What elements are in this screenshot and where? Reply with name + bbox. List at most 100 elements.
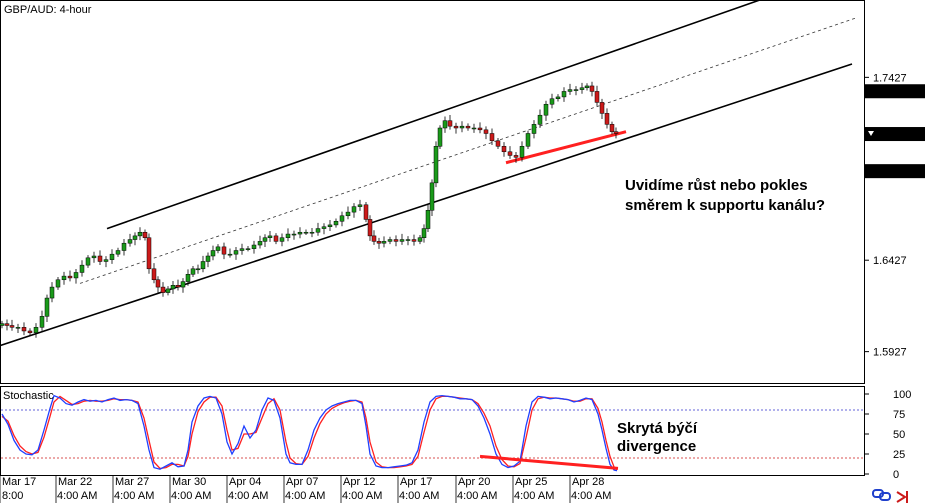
bull-candle <box>170 285 176 290</box>
chart-title: GBP/AUD: 4-hour <box>4 4 92 16</box>
price-tick-label: 1.7427 <box>873 72 907 84</box>
bull-candle <box>315 228 321 233</box>
bear-candle <box>146 237 152 270</box>
bull-candle <box>180 281 186 288</box>
bull-candle <box>584 85 590 89</box>
price-badge-label: 1.7117 <box>877 129 910 141</box>
bear-candle <box>501 146 507 153</box>
bear-candle <box>489 133 495 142</box>
bull-candle <box>433 146 439 184</box>
time-label: 4:00 AM <box>399 490 439 502</box>
date-label: Mar 17 <box>2 476 36 488</box>
date-label: Apr 12 <box>343 476 375 488</box>
time-label: 4:00 AM <box>342 490 382 502</box>
bull-candle <box>417 237 423 242</box>
stochastic-tick-label: 25 <box>893 449 905 461</box>
bull-candle <box>239 248 245 251</box>
bear-candle <box>393 239 399 242</box>
bull-candle <box>73 272 79 279</box>
stochastic-tick-label: 75 <box>893 409 905 421</box>
bull-candle <box>387 239 393 242</box>
bear-candle <box>483 129 489 134</box>
time-label: 4:00 AM <box>57 490 97 502</box>
bull-candle <box>200 261 206 270</box>
bear-candle <box>221 246 227 255</box>
date-label: Apr 25 <box>515 476 547 488</box>
bull-candle <box>543 103 549 116</box>
date-label: Apr 17 <box>400 476 432 488</box>
bear-candle <box>609 124 615 132</box>
bull-candle <box>321 226 327 229</box>
bull-candle <box>127 239 133 244</box>
bull-candle <box>471 127 477 130</box>
bear-candle <box>589 85 595 92</box>
date-label: Apr 07 <box>286 476 318 488</box>
arrow-icon[interactable] <box>896 491 908 503</box>
channel-upper-line <box>106 0 763 230</box>
bull-candle <box>555 96 561 99</box>
time-label: 4:00 AM <box>571 490 611 502</box>
bull-candle <box>357 204 363 207</box>
stochastic-annotation-line-1: Skrytá býčí <box>617 420 698 437</box>
bear-candle <box>97 255 103 262</box>
date-label: Apr 28 <box>572 476 604 488</box>
stochastic-tick-label: 0 <box>893 469 899 481</box>
bull-candle <box>429 182 435 211</box>
stochastic-tick-label: 100 <box>893 389 911 401</box>
bear-candle <box>151 268 157 281</box>
price-badge <box>865 127 925 142</box>
bull-candle <box>351 206 357 213</box>
bull-candle <box>61 275 67 281</box>
bear-candle <box>513 155 519 158</box>
time-axis: Mar 17 Mar 22 Mar 27 Mar 30 Apr 04 Apr 07 Apr … <box>0 476 611 503</box>
bull-candle <box>190 268 196 275</box>
bull-candle <box>215 246 221 251</box>
bear-candle <box>160 286 166 293</box>
bull-candle <box>459 125 465 129</box>
bear-candle <box>21 327 27 332</box>
time-label: 4:00 AM <box>228 490 268 502</box>
bear-candle <box>599 102 605 114</box>
time-label: 4:00 AM <box>457 490 497 502</box>
stochastic-title: Stochastic <box>3 390 54 402</box>
bear-candle <box>477 127 483 131</box>
link-icon[interactable] <box>872 489 891 501</box>
bull-candle <box>297 231 303 235</box>
bear-candle <box>613 131 619 134</box>
bear-candle <box>273 235 279 242</box>
bull-candle <box>39 316 45 328</box>
bull-candle <box>309 231 315 234</box>
bear-candle <box>594 91 600 103</box>
date-label: Mar 22 <box>58 476 92 488</box>
price-tick-label: 1.6427 <box>873 255 907 267</box>
bear-candle <box>175 285 181 288</box>
bull-candle <box>205 255 211 262</box>
price-badge <box>865 164 925 179</box>
bull-candle <box>233 250 239 255</box>
bear-candle <box>67 275 73 279</box>
bear-candle <box>465 125 471 129</box>
bull-candle <box>345 211 351 217</box>
bear-candle <box>9 325 15 328</box>
bull-candle <box>121 242 127 251</box>
channel-lower-line <box>0 63 853 347</box>
bull-candle <box>15 327 21 329</box>
bear-candle <box>155 279 161 288</box>
time-label: 4:00 AM <box>114 490 154 502</box>
price-badge-arrow <box>868 131 874 137</box>
bull-candle <box>79 264 85 273</box>
time-label: 4:00 AM <box>285 490 325 502</box>
stochastic-layer <box>1 394 864 472</box>
bull-candle <box>405 239 411 241</box>
bull-candle <box>327 224 333 227</box>
date-label: Mar 30 <box>172 476 206 488</box>
bull-candle <box>285 233 291 238</box>
bull-candle <box>91 255 97 259</box>
stochastic-annotation-line-2: divergence <box>617 438 696 455</box>
bear-candle <box>27 330 33 334</box>
bull-candle <box>549 98 555 105</box>
bull-candle <box>195 268 201 271</box>
bear-candle <box>447 120 453 127</box>
date-label: Mar 27 <box>115 476 149 488</box>
